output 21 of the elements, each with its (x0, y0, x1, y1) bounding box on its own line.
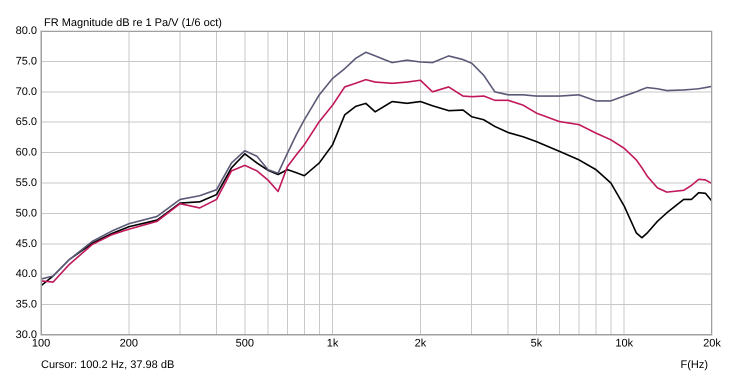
y-tick-label: 65.0 (16, 116, 37, 128)
x-tick-label: 1k (326, 338, 339, 350)
y-tick-label: 55.0 (16, 177, 37, 190)
x-tick-label: 500 (236, 338, 254, 350)
x-tick-label: 200 (120, 338, 138, 350)
y-tick-label: 75.0 (16, 55, 37, 68)
y-tick-label: 80.0 (16, 25, 37, 38)
y-tick-label: 70.0 (16, 86, 37, 98)
chart-title: FR Magnitude dB re 1 Pa/V (1/6 oct) (44, 17, 222, 29)
x-tick-label: 5k (530, 338, 543, 350)
y-tick-label: 40.0 (16, 268, 37, 280)
y-tick-label: 45.0 (16, 238, 37, 250)
x-tick-label: 2k (414, 338, 427, 350)
x-axis-title: F(Hz) (680, 359, 708, 371)
y-tick-label: 35.0 (16, 298, 37, 311)
x-tick-label: 10k (615, 338, 634, 350)
x-tick-label: 20k (703, 338, 722, 350)
x-tick-label: 100 (32, 338, 50, 350)
y-tick-label: 60.0 (16, 146, 37, 159)
text: Cursor: 100.2 Hz, 37.98 dB (41, 359, 174, 371)
y-tick-label: 50.0 (16, 207, 37, 220)
